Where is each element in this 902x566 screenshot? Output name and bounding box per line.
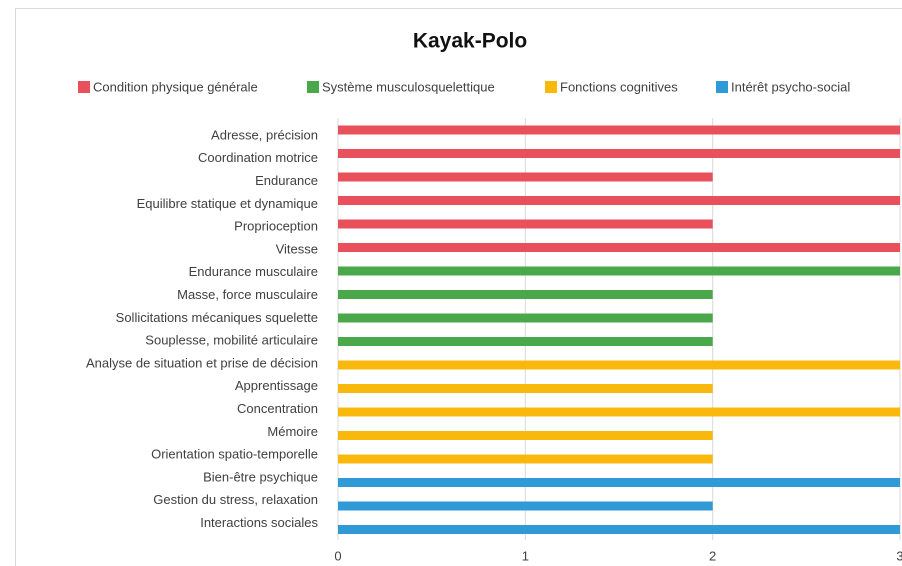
x-tick-label: 1 (522, 548, 529, 563)
y-tick-label: Souplesse, mobilité articulaire (145, 333, 318, 348)
x-tick-label: 2 (709, 548, 716, 563)
y-tick-label: Bien-être psychique (203, 469, 318, 484)
y-tick-label: Adresse, précision (211, 127, 318, 142)
y-tick-label: Masse, force musculaire (177, 287, 318, 302)
y-tick-label: Analyse de situation et prise de décisio… (86, 355, 318, 370)
bar (338, 172, 713, 182)
bar (338, 337, 713, 346)
y-tick-label: Concentration (237, 401, 318, 416)
bar (338, 219, 713, 229)
y-tick-label: Apprentissage (235, 378, 318, 393)
y-tick-label: Sollicitations mécaniques squelette (116, 310, 318, 325)
bar (338, 431, 713, 440)
y-tick-label: Orientation spatio-temporelle (151, 447, 318, 462)
y-tick-label: Equilibre statique et dynamique (137, 196, 318, 211)
y-tick-label: Coordination motrice (198, 150, 318, 165)
bar (338, 360, 900, 370)
legend-label: Intérêt psycho-social (731, 79, 850, 94)
bar (338, 454, 713, 464)
y-tick-label: Endurance (255, 173, 318, 188)
chart-frame (15, 8, 902, 566)
bar (338, 384, 713, 393)
bar (338, 313, 713, 323)
chart-title: Kayak-Polo (413, 30, 527, 53)
bar (338, 125, 900, 135)
legend-label: Système musculosquelettique (322, 79, 495, 94)
y-tick-label: Gestion du stress, relaxation (153, 492, 318, 507)
y-tick-label: Proprioception (234, 219, 318, 234)
bar (338, 243, 900, 252)
y-tick-label: Interactions sociales (200, 515, 318, 530)
legend-marker (716, 81, 728, 93)
bar (338, 149, 900, 158)
y-tick-label: Vitesse (276, 241, 318, 256)
x-tick-label: 3 (896, 548, 902, 563)
bar (338, 196, 900, 205)
bar (338, 290, 713, 299)
legend-label: Fonctions cognitives (560, 79, 678, 94)
bar (338, 266, 900, 276)
x-tick-label: 0 (334, 548, 341, 563)
y-tick-label: Endurance musculaire (189, 264, 318, 279)
legend-marker (307, 81, 319, 93)
bar (338, 501, 713, 511)
legend-marker (545, 81, 557, 93)
bar (338, 478, 900, 487)
legend-marker (78, 81, 90, 93)
legend-label: Condition physique générale (93, 79, 258, 94)
bar (338, 525, 900, 534)
bar (338, 407, 900, 417)
y-tick-label: Mémoire (267, 424, 318, 439)
